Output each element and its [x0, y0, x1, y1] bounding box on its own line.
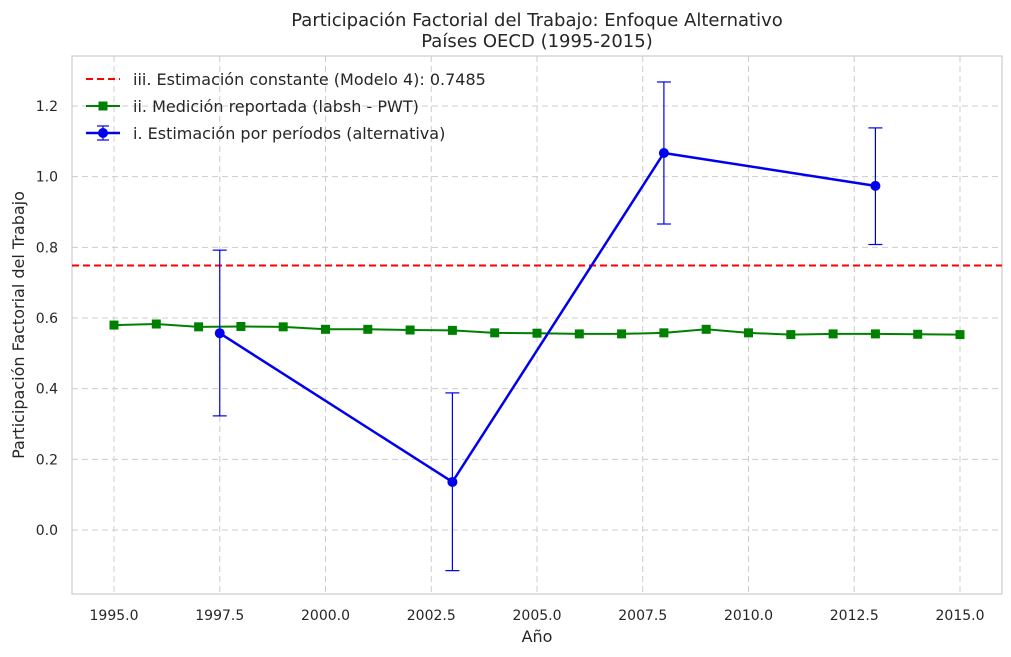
x-tick-label: 2010.0	[724, 608, 773, 624]
reported-point	[786, 330, 796, 340]
legend-marker-periods	[98, 128, 108, 138]
chart-title: Participación Factorial del Trabajo: Enf…	[291, 10, 783, 31]
periods-line	[219, 151, 876, 484]
y-axis-label: Participación Factorial del Trabajo	[9, 191, 28, 459]
x-tick-label: 2005.0	[513, 608, 562, 624]
y-tick-label: 0.2	[36, 452, 58, 468]
reported-point	[659, 328, 669, 338]
reported-point	[955, 330, 965, 340]
periods-point	[447, 476, 458, 487]
legend-label-reported: ii. Medición reportada (labsh - PWT)	[133, 97, 419, 116]
x-tick-label: 2015.0	[936, 608, 985, 624]
reported-point	[913, 329, 923, 339]
reported-point	[151, 319, 161, 329]
series-periods	[212, 81, 883, 572]
legend-marker-reported	[98, 101, 108, 111]
reported-point	[109, 320, 119, 330]
reported-point	[490, 328, 500, 338]
x-axis-ticks: 1995.0 1997.5 2000.0 2002.5 2005.0 2007.5 2010…	[90, 608, 985, 624]
reported-point	[744, 328, 753, 338]
series-reported	[109, 319, 965, 340]
x-tick-label: 2007.5	[618, 608, 667, 624]
periods-point	[658, 147, 669, 158]
periods-point	[214, 328, 225, 339]
x-tick-label: 2002.5	[407, 608, 456, 624]
y-tick-label: 0.6	[36, 311, 58, 327]
plot-frame	[71, 55, 1003, 595]
x-tick-label: 2000.0	[301, 608, 350, 624]
reported-point	[532, 328, 542, 338]
reported-point	[870, 329, 880, 339]
chart-subtitle: Países OECD (1995-2015)	[421, 31, 652, 52]
reported-point	[574, 329, 584, 339]
y-tick-label: 0.8	[36, 240, 58, 256]
x-tick-label: 1997.5	[195, 608, 244, 624]
legend-label-constant: iii. Estimación constante (Modelo 4): 0.…	[133, 70, 486, 89]
reported-point	[405, 325, 415, 335]
reported-point	[701, 324, 711, 334]
x-tick-label: 1995.0	[90, 608, 139, 624]
y-axis-ticks: 0.0 0.2 0.4 0.6 0.8 1.0 1.2	[36, 99, 58, 539]
reported-point	[617, 329, 627, 339]
legend-label-periods: i. Estimación por períodos (alternativa)	[133, 124, 445, 143]
grid	[72, 56, 1002, 594]
y-tick-label: 1.2	[36, 99, 58, 115]
reported-point	[447, 325, 457, 335]
periods-point	[870, 180, 881, 191]
reported-point	[363, 324, 373, 334]
legend: iii. Estimación constante (Modelo 4): 0.…	[86, 70, 486, 143]
reported-point	[278, 322, 288, 332]
x-axis-label: Año	[522, 627, 553, 646]
y-tick-label: 0.4	[36, 382, 58, 398]
reported-point	[194, 322, 204, 332]
x-tick-label: 2012.5	[830, 608, 879, 624]
y-tick-label: 0.0	[36, 523, 58, 539]
reported-point	[321, 324, 330, 334]
y-tick-label: 1.0	[36, 170, 58, 186]
reported-point	[828, 329, 838, 339]
reported-point	[236, 321, 246, 331]
